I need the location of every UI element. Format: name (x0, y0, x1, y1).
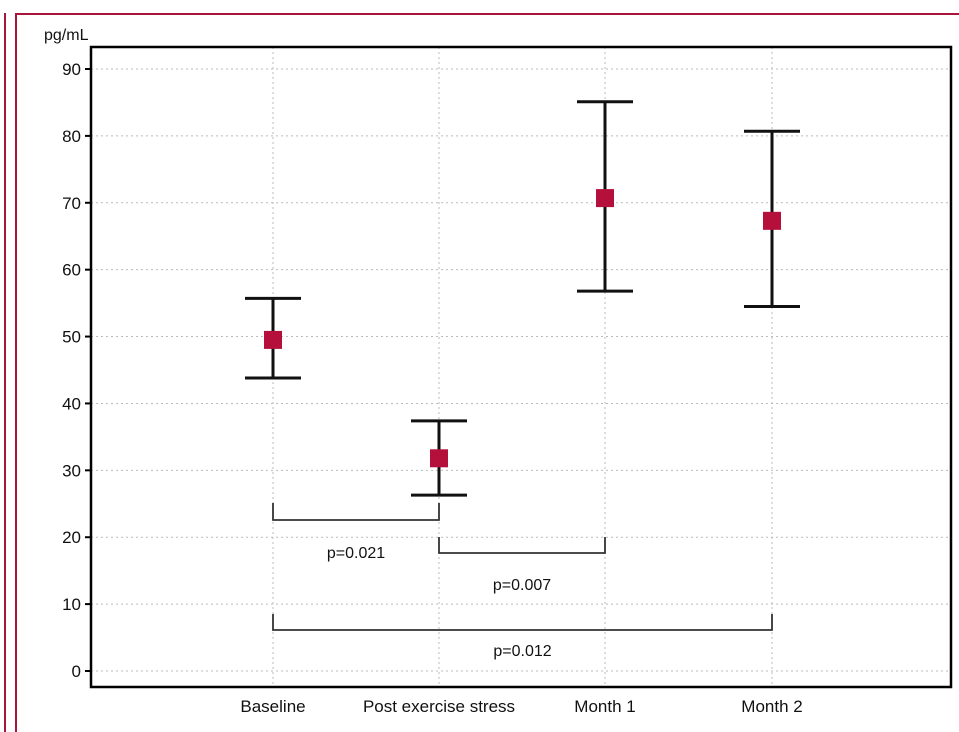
data-point-marker (430, 449, 448, 468)
y-tick-label: 50 (62, 328, 81, 347)
y-tick-label: 60 (62, 261, 81, 280)
y-tick-label: 90 (62, 60, 81, 79)
figure-frame-left-outer (4, 13, 6, 732)
y-tick-label: 80 (62, 127, 81, 146)
y-tick-label: 0 (72, 662, 81, 681)
x-category-label: Month 1 (574, 697, 635, 716)
y-tick-label: 40 (62, 394, 81, 413)
comparison-bracket (272, 503, 440, 521)
plot-area-border (89, 45, 953, 689)
y-tick-label: 20 (62, 528, 81, 547)
data-points (264, 189, 781, 468)
comparison-bracket (272, 614, 773, 631)
y-axis-unit-label: pg/mL (44, 27, 89, 44)
comparison-brackets: p=0.021 p=0.007 p=0.012 (272, 503, 773, 660)
y-ticks: 0 10 20 30 40 50 60 70 80 90 (62, 60, 91, 681)
p-value-label: p=0.012 (493, 643, 551, 660)
figure-frame-left (15, 13, 17, 732)
data-point-marker (264, 330, 282, 349)
x-category-label: Post exercise stress (363, 697, 515, 716)
figure-frame-top (15, 13, 959, 15)
comparison-bracket (438, 537, 606, 554)
p-value-label: p=0.007 (493, 577, 551, 594)
y-tick-label: 10 (62, 595, 81, 614)
y-tick-label: 30 (62, 461, 81, 480)
x-category-label: Month 2 (741, 697, 802, 716)
x-labels: Baseline Post exercise stress Month 1 Month… (240, 697, 802, 716)
data-point-marker (763, 211, 781, 230)
data-point-marker (596, 189, 614, 208)
error-bars (245, 100, 800, 497)
p-value-label: p=0.021 (327, 545, 385, 562)
y-tick-label: 70 (62, 194, 81, 213)
x-category-label: Baseline (240, 697, 305, 716)
